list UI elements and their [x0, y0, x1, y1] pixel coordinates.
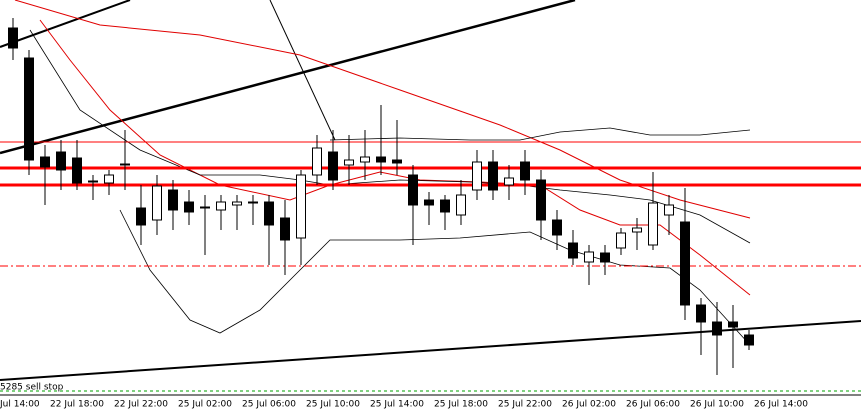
candle-body [376, 156, 386, 163]
candle-body [104, 174, 114, 184]
candle-body [440, 199, 450, 213]
candle-body [632, 227, 642, 233]
bollinger-middle [29, 29, 751, 244]
candle-body [72, 157, 82, 184]
candle-body [600, 252, 610, 263]
candle-body [8, 27, 18, 49]
candle-body [616, 232, 626, 249]
x-tick-label: 25 Jul 10:00 [306, 400, 360, 410]
candle-body [120, 163, 130, 166]
candle-body [728, 321, 738, 328]
trendline [0, 0, 131, 48]
candle-body [344, 159, 354, 166]
candle-body [696, 304, 706, 323]
candle-body [664, 204, 674, 216]
candle-body [152, 185, 162, 221]
trendline [269, 0, 336, 141]
x-tick-label: 25 Jul 22:00 [498, 400, 552, 410]
candle-body [280, 217, 290, 241]
candle-body [744, 334, 754, 346]
candle-body [712, 321, 722, 336]
candle-body [408, 174, 418, 206]
candle-body [584, 251, 594, 263]
candle-body [472, 161, 482, 191]
x-tick-label: 26 Jul 10:00 [690, 400, 744, 410]
candle-body [552, 219, 562, 236]
x-tick-label: 26 Jul 06:00 [626, 400, 680, 410]
x-tick-label: 25 Jul 18:00 [434, 400, 488, 410]
x-tick-label: Jul 14:00 [0, 400, 40, 410]
bollinger-lower [119, 209, 751, 346]
candle-body [504, 177, 514, 186]
candle-body [392, 159, 402, 164]
candle-body [360, 156, 370, 163]
bollinger-upper [329, 127, 751, 141]
candle-body [680, 221, 690, 306]
candle-body [200, 206, 210, 209]
candle-body [328, 151, 338, 181]
candle-body [264, 201, 274, 226]
candle-body [648, 202, 658, 246]
candle-body [136, 207, 146, 226]
candle-body [40, 156, 50, 168]
x-tick-label: 25 Jul 02:00 [178, 400, 232, 410]
candle-body [232, 201, 242, 206]
x-tick-label: 26 Jul 14:00 [754, 400, 808, 410]
moving-average [39, 19, 751, 296]
candle-body [424, 199, 434, 206]
trendline [0, 320, 861, 381]
x-tick-label: 25 Jul 14:00 [370, 400, 424, 410]
candle-body [312, 147, 322, 176]
order-annotation: 5285 sell stop [0, 383, 64, 393]
candle-body [296, 174, 306, 239]
candle-body [456, 194, 466, 216]
candle-body [216, 201, 226, 211]
candle-body [536, 179, 546, 221]
candle-body [88, 180, 98, 183]
x-tick-label: 26 Jul 02:00 [562, 400, 616, 410]
x-tick-label: 22 Jul 22:00 [114, 400, 168, 410]
x-tick-label: 25 Jul 06:00 [242, 400, 296, 410]
candle-body [568, 242, 578, 259]
indicators [0, 0, 861, 396]
candle-body [520, 161, 530, 181]
x-tick-label: 22 Jul 18:00 [50, 400, 104, 410]
candle-body [488, 161, 498, 191]
candle-body [24, 57, 34, 161]
moving-average [14, 0, 751, 219]
candle-body [184, 201, 194, 213]
candle-body [248, 201, 258, 204]
candle-body [56, 151, 66, 171]
trendline [0, 0, 576, 155]
candle-body [168, 189, 178, 211]
